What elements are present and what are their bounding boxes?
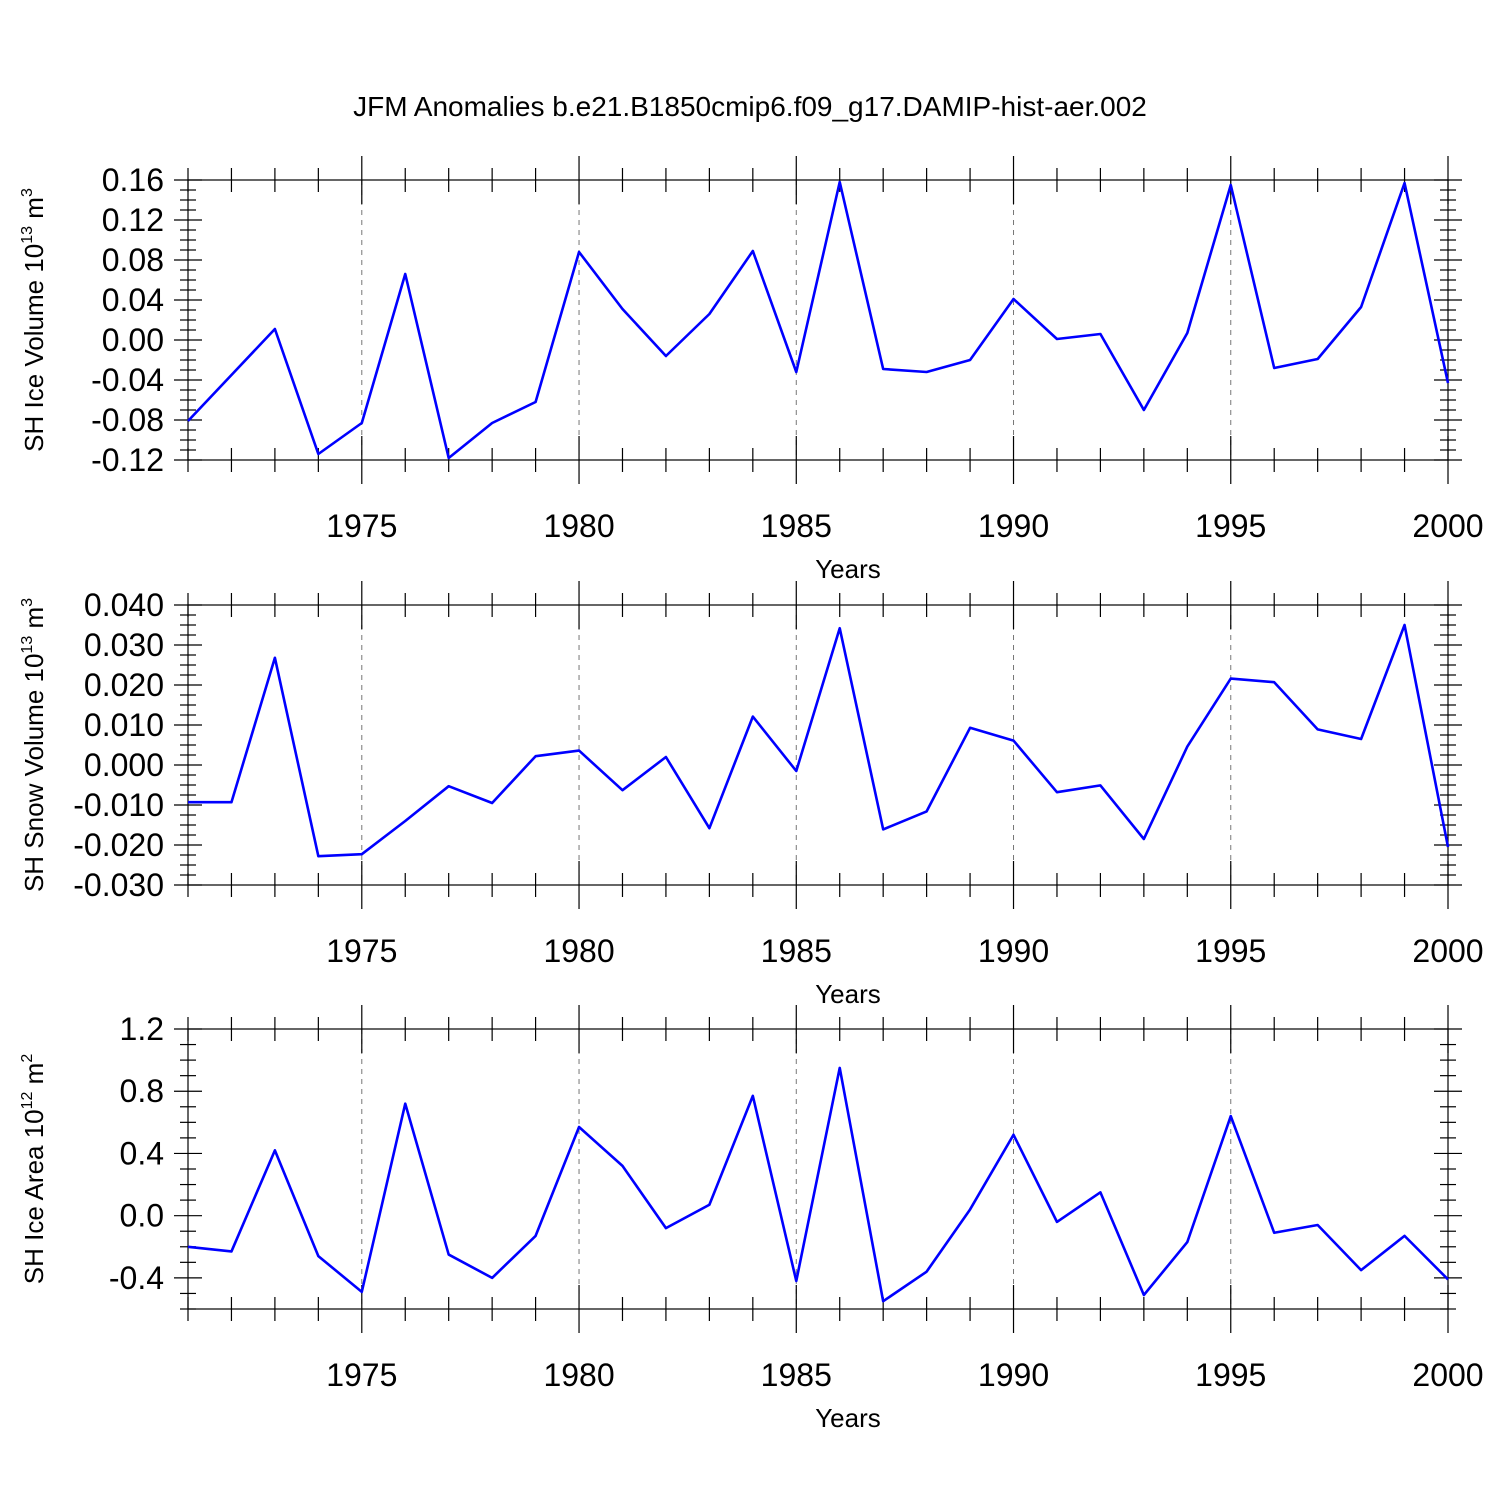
x-tick-label: 2000: [1412, 508, 1483, 544]
plot-frame: [187, 179, 1449, 461]
x-axis-label: Years: [815, 979, 881, 1009]
x-tick-label: 1990: [978, 1357, 1049, 1393]
x-tick-label: 1980: [543, 508, 614, 544]
x-tick-label: 1995: [1195, 508, 1266, 544]
y-tick-label: 0.030: [84, 627, 164, 663]
y-axis-label: SH Ice Volume 1013 m3: [19, 188, 49, 452]
y-tick-label: 0.00: [102, 322, 164, 358]
panel-1: -0.12 -0.08 -0.04 0.00 0.04 0.08 0.12 0.16 1975 1…: [19, 156, 1484, 584]
y-tick-label: 0.040: [84, 587, 164, 623]
y-tick-label: 0.08: [102, 242, 164, 278]
series-line-1: [187, 180, 1450, 460]
y-tick-label: 0.000: [84, 747, 164, 783]
x-tick-label: 1995: [1195, 933, 1266, 969]
y-tick-label: 0.0: [120, 1198, 164, 1234]
chart-title: JFM Anomalies b.e21.B1850cmip6.f09_g17.D…: [353, 91, 1147, 122]
y-axis-label: SH Snow Volume 1013 m3: [19, 598, 49, 892]
y-tick-label: -0.010: [73, 787, 164, 823]
y-tick-label: 0.16: [102, 162, 164, 198]
y-tick-label: -0.08: [91, 402, 164, 438]
x-tick-label: 1985: [761, 933, 832, 969]
x-tick-label: 1990: [978, 933, 1049, 969]
x-tick-label: 1990: [978, 508, 1049, 544]
y-tick-label: 0.04: [102, 282, 164, 318]
plot-frame: [187, 1028, 1449, 1310]
y-axis-label: SH Ice Area 1012 m2: [19, 1054, 49, 1285]
x-tick-label: 1975: [326, 933, 397, 969]
series-line-3: [187, 1066, 1449, 1303]
series-line-2: [188, 623, 1450, 858]
y-tick-label: 0.020: [84, 667, 164, 703]
x-tick-label: 1980: [543, 1357, 614, 1393]
x-tick-label: 1980: [543, 933, 614, 969]
x-tick-label: 1985: [761, 508, 832, 544]
y-tick-label: 0.12: [102, 202, 164, 238]
x-tick-label: 1995: [1195, 1357, 1266, 1393]
x-tick-label: 2000: [1412, 933, 1483, 969]
panel-3: -0.4 0.0 0.4 0.8 1.2 1975 1980 1985 1990 1995 2000…: [19, 1005, 1484, 1433]
x-axis-label: Years: [815, 1403, 881, 1433]
y-tick-label: -0.4: [109, 1260, 164, 1296]
plot-frame: [187, 604, 1449, 886]
y-tick-label: 0.010: [84, 707, 164, 743]
x-tick-label: 2000: [1412, 1357, 1483, 1393]
y-tick-label: 1.2: [120, 1011, 164, 1047]
x-tick-label: 1975: [326, 1357, 397, 1393]
x-axis-label: Years: [815, 554, 881, 584]
y-tick-label: -0.020: [73, 827, 164, 863]
y-tick-label: 0.8: [120, 1073, 164, 1109]
y-tick-label: -0.12: [91, 442, 164, 478]
y-tick-label: 0.4: [120, 1135, 164, 1171]
y-tick-label: -0.04: [91, 362, 164, 398]
panel-2: -0.030 -0.020 -0.010 0.000 0.010 0.020 0.030 0.…: [19, 581, 1484, 1009]
x-tick-label: 1975: [326, 508, 397, 544]
x-tick-label: 1985: [761, 1357, 832, 1393]
y-tick-label: -0.030: [73, 867, 164, 903]
